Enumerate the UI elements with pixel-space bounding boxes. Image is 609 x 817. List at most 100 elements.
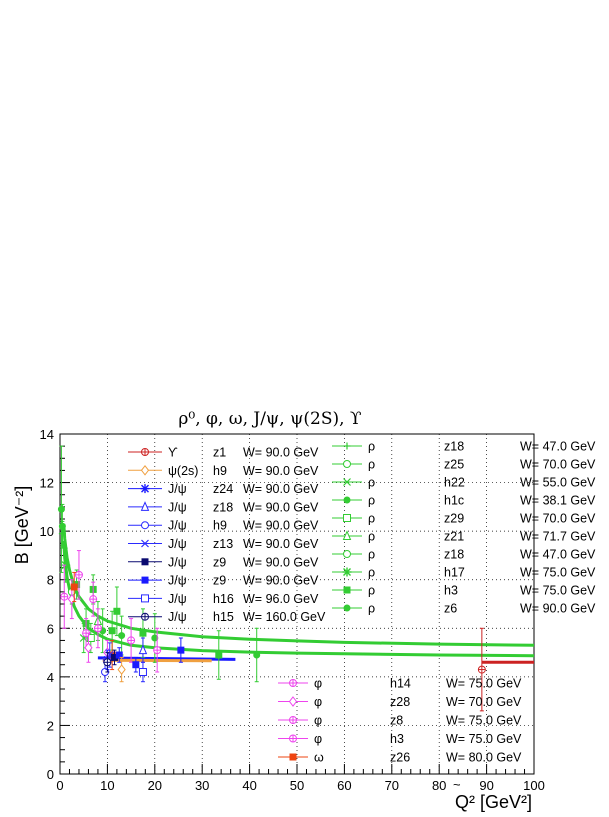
legend-label: z26 (390, 751, 410, 765)
y-tick-label: 4 (47, 670, 54, 685)
data-point (151, 613, 159, 663)
data-point (153, 627, 162, 673)
x-tick-label: 30 (195, 778, 209, 793)
y-tick-label: 0 (47, 767, 54, 782)
marker-filled-square (108, 627, 116, 635)
legend-energy: W= 70.0 GeV (446, 695, 522, 709)
legend-label: z21 (444, 530, 464, 544)
marker-filled-square (141, 558, 149, 566)
legend-entry: ρ h22 W= 55.0 GeV (332, 476, 596, 490)
marker-filled-square (177, 646, 185, 654)
marker-open-circle (343, 550, 351, 558)
marker-filled-square (289, 753, 297, 761)
legend-label: z28 (390, 695, 410, 709)
legend-entry: φ h3 W= 75.0 GeV (278, 732, 522, 746)
legend-entry: φ z28 W= 70.0 GeV (278, 695, 522, 709)
x-tick-label: 10 (100, 778, 114, 793)
x-tick-label: 100 (523, 778, 545, 793)
legend-energy: W= 75.0 GeV (520, 566, 596, 580)
marker-filled-square (132, 661, 140, 669)
marker-open-square (343, 514, 351, 522)
legend-entry: ρ h1c W= 38.1 GeV (332, 494, 596, 508)
legend-label: z13 (213, 537, 233, 551)
legend-label: z25 (444, 458, 464, 472)
marker-open-circle (141, 521, 149, 530)
legend-energy: W= 70.0 GeV (520, 512, 596, 526)
legend-particle: ρ (368, 566, 375, 580)
data-point (60, 564, 69, 629)
x-tick-label: 60 (337, 778, 351, 793)
y-tick-label: 12 (40, 476, 54, 491)
legend-energy: W= 55.0 GeV (520, 476, 596, 490)
x-tick-label: 40 (242, 778, 256, 793)
marker-open-triangle (140, 501, 150, 511)
marker-open-triangle (342, 530, 352, 540)
legend-particle: ρ (368, 512, 375, 526)
legend-particle: ρ (368, 440, 375, 454)
legend-label: z1 (213, 446, 226, 460)
marker-filled-circle (343, 604, 351, 612)
data-point (93, 608, 102, 649)
marker-open-diamond (140, 464, 150, 476)
legend-label: h15 (213, 610, 234, 624)
legend-entry: ρ z21 W= 71.7 GeV (332, 530, 596, 544)
marker-open-square (138, 668, 147, 676)
legend-label: z9 (213, 555, 226, 569)
ticks: 0 10 20 30 40 50 60 70 80 90 100 0 2 4 6 8 10 12 14 (40, 427, 545, 793)
data-point (138, 637, 148, 663)
legend-energy: W= 70.0 GeV (520, 458, 596, 472)
marker-filled-square (139, 629, 147, 637)
legend-entry: J/ψ z9 W= 90.0 GeV (128, 555, 319, 569)
legend-particle: ψ(2s) (168, 464, 198, 478)
y-tick-label: 8 (47, 573, 54, 588)
legend-energy: W= 96.0 GeV (243, 592, 319, 606)
legend-particle: φ (314, 677, 322, 691)
legend-energy: W= 80.0 GeV (446, 751, 522, 765)
legend-entry: ρ z29 W= 70.0 GeV (332, 512, 596, 526)
legend-entry: ρ h3 W= 75.0 GeV (332, 584, 596, 598)
legend-entry: J/ψ z24 W= 90.0 GeV (128, 482, 319, 496)
y-tick-label: 10 (40, 524, 54, 539)
data-point (101, 661, 110, 683)
x-axis-label: Q² [GeV²] (455, 792, 532, 812)
legend-label: z18 (213, 500, 233, 514)
legend-entry: J/ψ h15 W= 160.0 GeV (128, 610, 326, 624)
legend-energy: W= 90.0 GeV (243, 446, 319, 460)
legend-label: z24 (213, 482, 233, 496)
legend-entry: ρ z6 W= 90.0 GeV (332, 602, 596, 616)
data-point (57, 445, 65, 573)
marker-star-b (343, 568, 351, 576)
legend-particle: ρ (368, 476, 375, 490)
legend-energy: W= 47.0 GeV (520, 440, 596, 454)
legend-particle: φ (314, 714, 322, 728)
data-point (215, 630, 223, 680)
marker-filled-square (215, 651, 223, 659)
marker-filled-square (113, 607, 121, 615)
legend-entry: ρ z18 W= 47.0 GeV (332, 548, 596, 562)
legend-label: h22 (444, 476, 465, 490)
marker-open-square (86, 634, 95, 642)
data-point (89, 581, 98, 617)
legend-label: h16 (213, 592, 234, 606)
marker-filled-circle (118, 632, 126, 640)
legend-energy: W= 90.0 GeV (243, 500, 319, 514)
marker-open-circle (343, 460, 351, 468)
data-point (132, 656, 140, 673)
legend-energy: W= 47.0 GeV (520, 548, 596, 562)
marker-x-b (141, 539, 149, 548)
legend-entry: φ h14 W= 75.0 GeV (278, 677, 522, 691)
legend-label: h9 (213, 519, 227, 533)
legend-label: h17 (444, 566, 465, 580)
legend-label: z6 (444, 602, 457, 616)
marker-star-b (141, 484, 149, 493)
legend-label: z8 (390, 714, 403, 728)
data-point (103, 652, 112, 673)
legend-particle: J/ψ (168, 537, 187, 551)
data-point (58, 520, 66, 547)
legend-energy: W= 75.0 GeV (520, 584, 596, 598)
legend-entry: J/ψ z9 W= 90.0 GeV (128, 574, 319, 588)
legend-energy: W= 160.0 GeV (243, 610, 326, 624)
legend-entry: ρ z18 W= 47.0 GeV (332, 440, 596, 454)
legend-energy: W= 90.0 GeV (243, 482, 319, 496)
legend-upper-right: ρ z18 W= 47.0 GeV ρ z25 W= 70.0 GeV ρ h22 W= 55.… (332, 440, 596, 616)
